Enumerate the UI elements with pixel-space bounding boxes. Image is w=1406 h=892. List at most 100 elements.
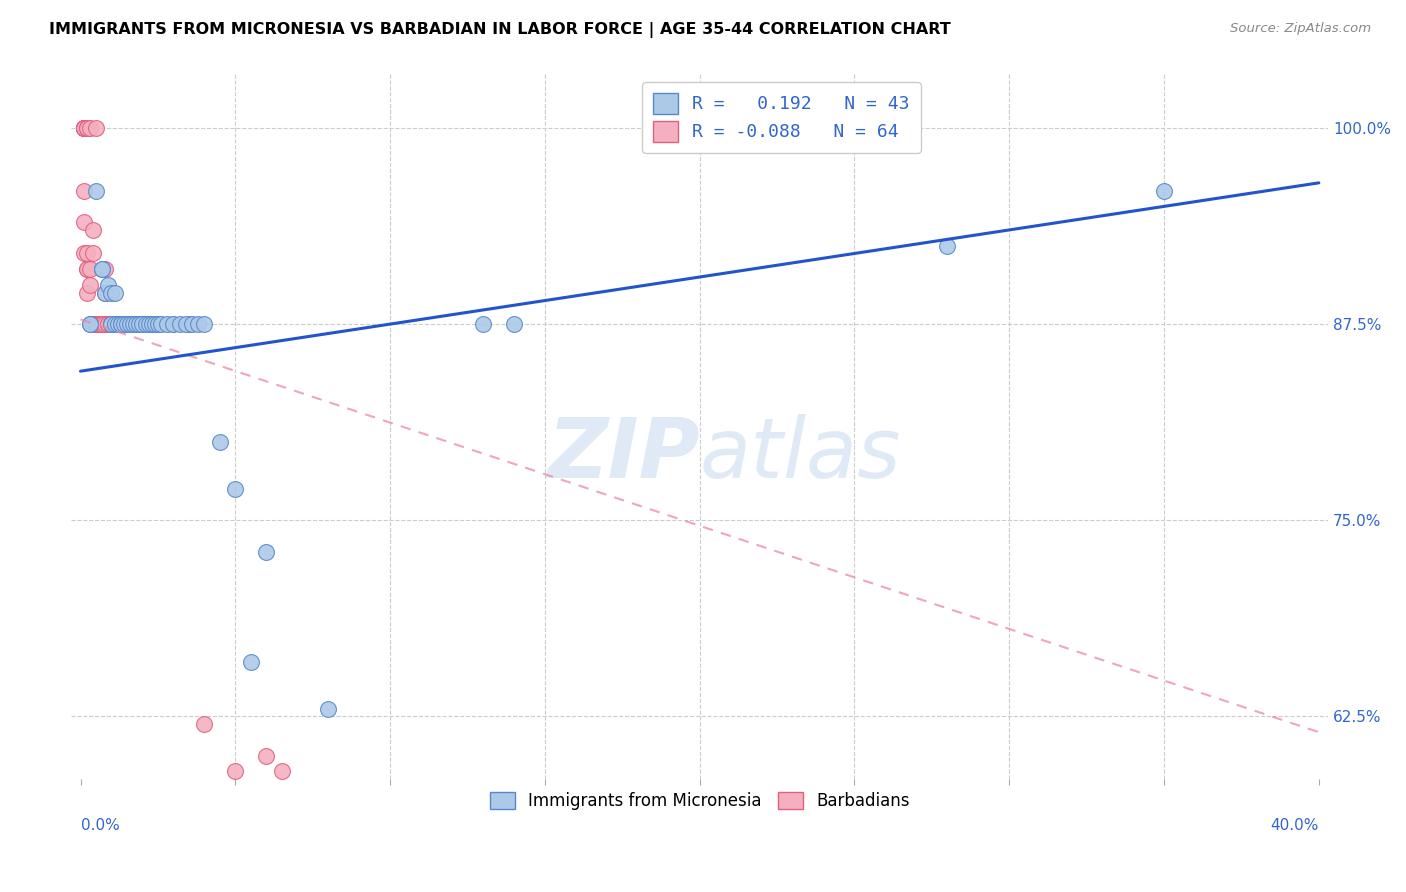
Point bbox=[1153, 184, 1175, 198]
Point bbox=[91, 317, 114, 331]
Point bbox=[110, 317, 132, 331]
Point bbox=[91, 262, 114, 277]
Point bbox=[79, 317, 101, 331]
Point bbox=[103, 285, 125, 300]
Point bbox=[120, 317, 142, 331]
Point bbox=[254, 748, 277, 763]
Point bbox=[150, 317, 173, 331]
Point bbox=[72, 120, 94, 135]
Point bbox=[76, 120, 98, 135]
Point bbox=[100, 317, 122, 331]
Point bbox=[100, 317, 122, 331]
Point bbox=[162, 317, 184, 331]
Point bbox=[115, 317, 138, 331]
Point bbox=[103, 317, 125, 331]
Point bbox=[76, 120, 98, 135]
Point bbox=[100, 317, 122, 331]
Point bbox=[254, 544, 277, 558]
Point bbox=[94, 262, 117, 277]
Point bbox=[169, 317, 191, 331]
Point bbox=[94, 285, 117, 300]
Point bbox=[131, 317, 153, 331]
Point bbox=[141, 317, 163, 331]
Point bbox=[131, 317, 153, 331]
Point bbox=[239, 655, 262, 669]
Point bbox=[72, 120, 94, 135]
Point bbox=[239, 812, 262, 826]
Legend: Immigrants from Micronesia, Barbadians: Immigrants from Micronesia, Barbadians bbox=[482, 785, 917, 817]
Point bbox=[107, 317, 129, 331]
Point bbox=[270, 764, 292, 779]
Point bbox=[84, 317, 107, 331]
Point bbox=[100, 317, 122, 331]
Point bbox=[125, 317, 148, 331]
Point bbox=[100, 285, 122, 300]
Point bbox=[107, 317, 129, 331]
Point bbox=[82, 317, 104, 331]
Point bbox=[97, 317, 120, 331]
Point bbox=[103, 317, 125, 331]
Point bbox=[174, 317, 197, 331]
Point bbox=[72, 184, 94, 198]
Text: 0.0%: 0.0% bbox=[80, 819, 120, 833]
Point bbox=[87, 317, 110, 331]
Point bbox=[181, 317, 204, 331]
Point bbox=[115, 317, 138, 331]
Point bbox=[79, 277, 101, 292]
Point bbox=[128, 317, 150, 331]
Point bbox=[146, 317, 169, 331]
Point bbox=[110, 317, 132, 331]
Text: 40.0%: 40.0% bbox=[1271, 819, 1319, 833]
Point bbox=[76, 285, 98, 300]
Point bbox=[112, 317, 135, 331]
Point bbox=[138, 317, 160, 331]
Point bbox=[936, 238, 959, 252]
Text: IMMIGRANTS FROM MICRONESIA VS BARBADIAN IN LABOR FORCE | AGE 35-44 CORRELATION C: IMMIGRANTS FROM MICRONESIA VS BARBADIAN … bbox=[49, 22, 950, 38]
Text: Source: ZipAtlas.com: Source: ZipAtlas.com bbox=[1230, 22, 1371, 36]
Point bbox=[146, 317, 169, 331]
Point bbox=[76, 246, 98, 260]
Point bbox=[91, 317, 114, 331]
Text: ZIP: ZIP bbox=[547, 414, 700, 495]
Point bbox=[125, 317, 148, 331]
Point bbox=[224, 482, 246, 496]
Point bbox=[162, 317, 184, 331]
Point bbox=[76, 262, 98, 277]
Point bbox=[503, 317, 526, 331]
Point bbox=[120, 317, 142, 331]
Point bbox=[82, 246, 104, 260]
Point bbox=[187, 317, 209, 331]
Point bbox=[193, 317, 215, 331]
Point bbox=[107, 317, 129, 331]
Point bbox=[112, 317, 135, 331]
Point bbox=[128, 317, 150, 331]
Point bbox=[316, 701, 339, 715]
Point bbox=[97, 277, 120, 292]
Point bbox=[72, 120, 94, 135]
Point bbox=[82, 223, 104, 237]
Point bbox=[94, 317, 117, 331]
Text: atlas: atlas bbox=[700, 414, 901, 495]
Point bbox=[138, 317, 160, 331]
Point bbox=[91, 317, 114, 331]
Point bbox=[122, 317, 145, 331]
Point bbox=[72, 215, 94, 229]
Point bbox=[79, 262, 101, 277]
Point bbox=[143, 317, 166, 331]
Point bbox=[84, 317, 107, 331]
Point bbox=[107, 317, 129, 331]
Point bbox=[79, 317, 101, 331]
Point bbox=[72, 246, 94, 260]
Point bbox=[72, 120, 94, 135]
Point bbox=[84, 184, 107, 198]
Point bbox=[79, 120, 101, 135]
Point bbox=[72, 120, 94, 135]
Point bbox=[91, 262, 114, 277]
Point bbox=[135, 317, 157, 331]
Point bbox=[76, 262, 98, 277]
Point bbox=[110, 317, 132, 331]
Point bbox=[110, 317, 132, 331]
Point bbox=[177, 317, 200, 331]
Point bbox=[87, 317, 110, 331]
Point bbox=[84, 120, 107, 135]
